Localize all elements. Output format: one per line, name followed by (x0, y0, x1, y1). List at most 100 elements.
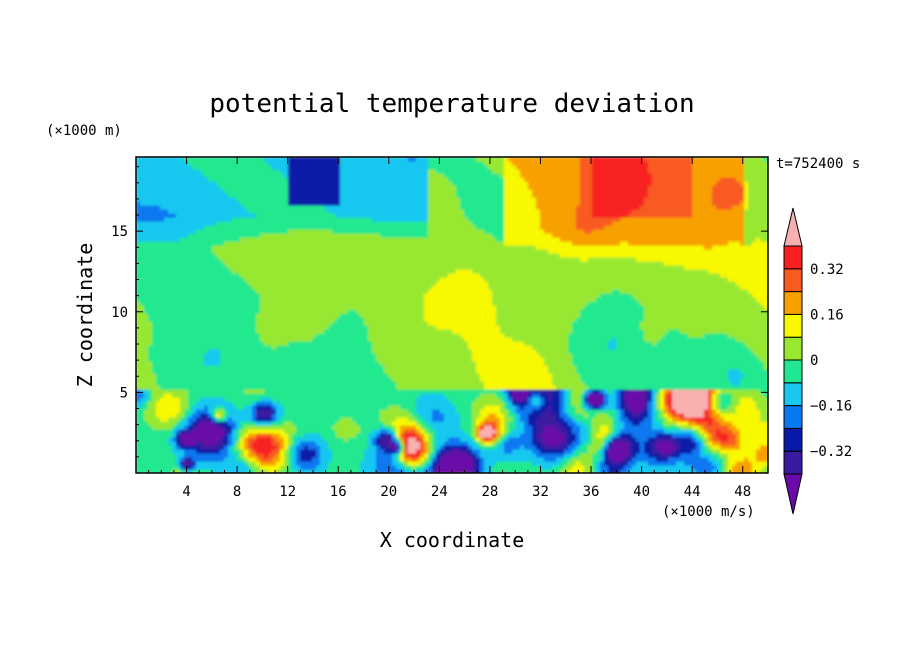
contour-cell (260, 405, 265, 410)
contour-cell (216, 461, 221, 466)
contour-cell (736, 413, 741, 418)
contour-cell (300, 361, 305, 366)
contour-cell (592, 381, 597, 386)
contour-cell (460, 409, 465, 414)
contour-cell (720, 397, 725, 402)
contour-cell (264, 389, 269, 394)
contour-cell (224, 437, 229, 442)
contour-cell (272, 377, 277, 382)
contour-cell (672, 357, 677, 362)
contour-cell (168, 385, 173, 390)
contour-cell (516, 425, 521, 430)
contour-cell (392, 433, 397, 438)
contour-cell (524, 429, 529, 434)
contour-cell (384, 361, 389, 366)
contour-cell (336, 401, 341, 406)
contour-cell (372, 457, 377, 462)
contour-cell (420, 413, 425, 418)
contour-cell (508, 441, 513, 446)
contour-cell (388, 369, 393, 374)
contour-cell (484, 441, 489, 446)
contour-cell (288, 461, 293, 466)
contour-cell (408, 417, 413, 422)
contour-cell (468, 425, 473, 430)
contour-cell (764, 373, 768, 378)
contour-cell (540, 429, 545, 434)
contour-cell (276, 465, 281, 470)
contour-cell (672, 425, 677, 430)
contour-cell (512, 425, 517, 430)
contour-cell (532, 421, 537, 426)
contour-cell (528, 421, 533, 426)
contour-cell (408, 357, 413, 362)
contour-cell (252, 449, 257, 454)
contour-cell (684, 417, 689, 422)
contour-cell (248, 381, 253, 386)
contour-cell (156, 449, 161, 454)
contour-cell (668, 393, 673, 398)
contour-cell (400, 457, 405, 462)
contour-cell (684, 389, 689, 394)
contour-cell (688, 373, 693, 378)
contour-cell (344, 445, 349, 450)
contour-cell (248, 353, 253, 358)
contour-cell (608, 381, 613, 386)
contour-cell (176, 401, 181, 406)
contour-cell (368, 381, 373, 386)
contour-cell (628, 401, 633, 406)
contour-cell (696, 429, 701, 434)
contour-cell (184, 461, 189, 466)
contour-cell (508, 357, 513, 362)
contour-cell (568, 393, 573, 398)
contour-cell (332, 357, 337, 362)
contour-cell (592, 353, 597, 358)
contour-cell (580, 397, 585, 402)
contour-cell (584, 469, 589, 473)
contour-cell (704, 389, 709, 394)
contour-cell (476, 421, 481, 426)
contour-cell (488, 445, 493, 450)
contour-cell (264, 433, 269, 438)
contour-cell (424, 377, 429, 382)
contour-cell (468, 461, 473, 466)
contour-cell (388, 453, 393, 458)
contour-cell (500, 405, 505, 410)
contour-cell (624, 429, 629, 434)
contour-cell (412, 405, 417, 410)
contour-cell (680, 461, 685, 466)
contour-cell (520, 441, 525, 446)
contour-cell (460, 397, 465, 402)
contour-cell (760, 365, 765, 370)
contour-cell (540, 393, 545, 398)
contour-cell (416, 441, 421, 446)
contour-cell (304, 429, 309, 434)
contour-cell (344, 357, 349, 362)
contour-cell (668, 377, 673, 382)
contour-cell (212, 361, 217, 366)
contour-cell (572, 365, 577, 370)
contour-cell (676, 461, 681, 466)
contour-cell (304, 397, 309, 402)
contour-cell (696, 389, 701, 394)
contour-cell (376, 437, 381, 442)
contour-cell (744, 461, 749, 466)
contour-cell (520, 381, 525, 386)
contour-cell (592, 437, 597, 442)
contour-cell (680, 437, 685, 442)
contour-cell (528, 405, 533, 410)
contour-cell (732, 449, 737, 454)
contour-cell (684, 413, 689, 418)
contour-cell (316, 345, 321, 350)
contour-cell (408, 469, 413, 473)
contour-cell (308, 469, 313, 473)
contour-cell (612, 385, 617, 390)
contour-cell (220, 377, 225, 382)
contour-cell (180, 405, 185, 410)
contour-cell (320, 365, 325, 370)
contour-cell (688, 425, 693, 430)
contour-cell (480, 381, 485, 386)
contour-cell (528, 449, 533, 454)
contour-cell (412, 393, 417, 398)
contour-cell (428, 469, 433, 473)
contour-cell (204, 441, 209, 446)
